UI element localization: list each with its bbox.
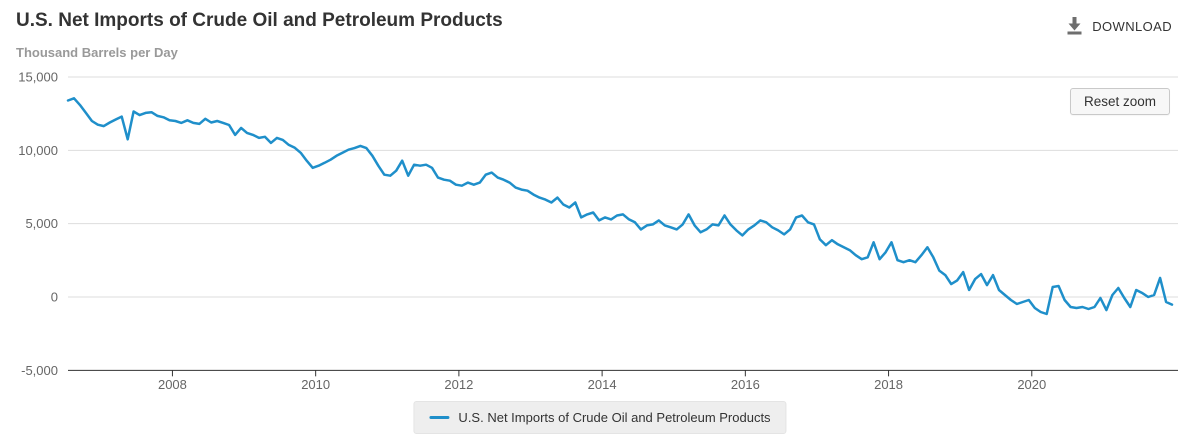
x-axis-tick-label: 2016 xyxy=(731,377,760,392)
download-label: DOWNLOAD xyxy=(1092,19,1172,34)
legend-item[interactable]: U.S. Net Imports of Crude Oil and Petrol… xyxy=(429,410,771,425)
legend-item-label: U.S. Net Imports of Crude Oil and Petrol… xyxy=(458,410,771,425)
chart-subtitle: Thousand Barrels per Day xyxy=(16,45,178,60)
x-axis-tick-label: 2020 xyxy=(1017,377,1046,392)
y-axis-tick-label: 10,000 xyxy=(18,143,58,158)
download-button[interactable]: DOWNLOAD xyxy=(1066,17,1172,36)
x-axis-tick-label: 2008 xyxy=(158,377,187,392)
plot-area[interactable] xyxy=(68,77,1178,370)
series-line xyxy=(66,97,1174,316)
y-axis-tick-label: 15,000 xyxy=(18,70,58,85)
legend: U.S. Net Imports of Crude Oil and Petrol… xyxy=(413,401,787,434)
y-axis-tick-label: -5,000 xyxy=(21,363,58,378)
x-axis-tick-label: 2018 xyxy=(874,377,903,392)
x-axis-tick-label: 2014 xyxy=(588,377,617,392)
reset-zoom-button[interactable]: Reset zoom xyxy=(1069,88,1170,115)
x-axis-tick-label: 2012 xyxy=(444,377,473,392)
x-axis-tick-label: 2010 xyxy=(301,377,330,392)
y-axis-tick-label: 5,000 xyxy=(25,216,58,231)
y-axis-tick-label: 0 xyxy=(51,290,58,305)
chart-title: U.S. Net Imports of Crude Oil and Petrol… xyxy=(16,10,503,31)
download-icon xyxy=(1067,17,1082,35)
legend-line-marker xyxy=(429,416,450,419)
